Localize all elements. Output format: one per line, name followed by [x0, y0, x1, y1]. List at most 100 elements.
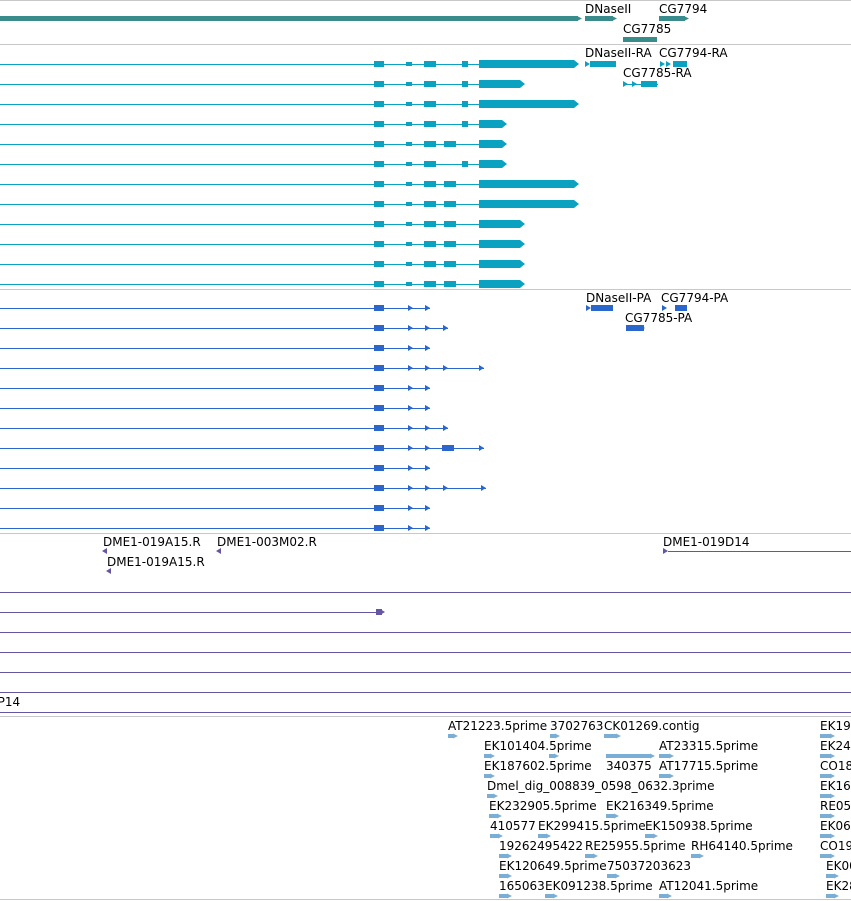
est-arrow[interactable] [650, 753, 655, 759]
est-glyph[interactable] [820, 734, 830, 738]
protein-segment[interactable] [374, 345, 384, 351]
strand-arrow[interactable] [408, 365, 413, 371]
est-label[interactable]: EK091238.5prime [545, 879, 653, 893]
est-label[interactable]: EK216349.5prime [606, 799, 714, 813]
est-label[interactable]: 75037203623 [607, 859, 691, 873]
est-glyph[interactable] [659, 754, 669, 758]
gene-label-dnaseii[interactable]: DNaseII [585, 2, 632, 16]
transcript-exon[interactable] [406, 102, 412, 106]
transcript-exon[interactable] [406, 282, 412, 286]
clone-arrow-dme1-019a15-r[interactable] [102, 548, 107, 554]
strand-arrow[interactable] [425, 485, 430, 491]
transcript-exon[interactable] [444, 181, 456, 187]
est-arrow[interactable] [554, 753, 559, 759]
est-glyph[interactable] [448, 734, 453, 738]
est-label[interactable]: EK187602.5prime [484, 759, 592, 773]
est-glyph[interactable] [499, 894, 507, 898]
transcript-exon[interactable] [424, 181, 436, 187]
est-glyph[interactable] [499, 854, 507, 858]
gene-glyph-cg7785[interactable] [623, 37, 657, 42]
est-glyph[interactable] [487, 794, 493, 798]
strand-arrow[interactable] [520, 240, 525, 248]
est-label[interactable]: RE05 [820, 799, 851, 813]
est-arrow[interactable] [614, 813, 619, 819]
transcript-label-cg7785-ra[interactable]: CG7785-RA [623, 66, 692, 80]
protein-segment[interactable] [442, 445, 454, 451]
strand-arrow[interactable] [408, 305, 413, 311]
transcript-exon[interactable] [374, 141, 384, 147]
transcript-exon[interactable] [444, 261, 456, 267]
protein-segment[interactable] [374, 405, 384, 411]
transcript-exon[interactable] [374, 61, 384, 67]
strand-arrow[interactable] [408, 465, 413, 471]
strand-arrow[interactable] [520, 80, 525, 88]
est-arrow[interactable] [669, 753, 674, 759]
transcript-exon-large[interactable] [479, 120, 502, 128]
strand-arrow[interactable] [408, 385, 413, 391]
est-glyph[interactable] [606, 754, 650, 758]
transcript-exon[interactable] [462, 101, 468, 107]
est-label[interactable]: EK28 [826, 879, 851, 893]
strand-arrow[interactable] [408, 525, 413, 531]
transcript-exon[interactable] [374, 161, 384, 167]
transcript-exon[interactable] [462, 161, 468, 167]
strand-arrow[interactable] [443, 325, 448, 331]
strand-arrow[interactable] [408, 485, 413, 491]
strand-arrow[interactable] [612, 16, 617, 21]
transcript-exon[interactable] [444, 221, 456, 227]
est-label[interactable]: RH64140.5prime [691, 839, 793, 853]
transcript-exon[interactable] [406, 242, 412, 246]
strand-arrow[interactable] [425, 465, 430, 471]
strand-arrow[interactable] [408, 405, 413, 411]
est-arrow[interactable] [830, 773, 835, 779]
est-label[interactable]: CO19 [820, 839, 851, 853]
strand-arrow[interactable] [425, 445, 430, 451]
strand-arrow[interactable] [425, 385, 430, 391]
strand-arrow[interactable] [666, 61, 671, 67]
protein-segment[interactable] [374, 505, 384, 511]
transcript-exon[interactable] [374, 101, 384, 107]
transcript-exon[interactable] [424, 161, 436, 167]
transcript-exon[interactable] [406, 122, 412, 126]
transcript-exon[interactable] [462, 81, 468, 87]
transcript-exon[interactable] [406, 202, 412, 206]
strand-arrow[interactable] [660, 61, 665, 67]
transcript-exon[interactable] [374, 261, 384, 267]
gene-glyph-cg7794[interactable] [659, 16, 685, 21]
strand-arrow[interactable] [425, 425, 430, 431]
est-glyph[interactable] [550, 734, 555, 738]
est-label[interactable]: EK101404.5prime [484, 739, 592, 753]
est-label[interactable]: EK299415.5prime [538, 819, 646, 833]
transcript-exon[interactable] [374, 241, 384, 247]
est-label[interactable]: 410577 [490, 819, 536, 833]
est-label[interactable]: EK120649.5prime [499, 859, 607, 873]
est-label[interactable]: 3702763 [550, 719, 604, 733]
strand-arrow[interactable] [425, 505, 430, 511]
est-arrow[interactable] [493, 793, 498, 799]
strand-arrow[interactable] [502, 160, 507, 168]
est-glyph[interactable] [499, 874, 507, 878]
strand-arrow[interactable] [586, 305, 591, 311]
est-label[interactable]: EK24 [820, 739, 851, 753]
strand-arrow[interactable] [520, 260, 525, 268]
gene-glyph-dnaseii[interactable] [585, 16, 613, 21]
transcript-exon[interactable] [374, 121, 384, 127]
strand-arrow[interactable] [574, 100, 579, 108]
strand-arrow[interactable] [425, 365, 430, 371]
est-glyph[interactable] [820, 774, 830, 778]
est-label[interactable]: 19262495422 [499, 839, 583, 853]
transcript-exon-large[interactable] [479, 240, 520, 248]
transcript-exon[interactable] [406, 62, 412, 66]
transcript-exon[interactable] [424, 241, 436, 247]
transcript-exon[interactable] [444, 241, 456, 247]
clone-label-dme1-019a15-r-2[interactable]: DME1-019A15.R [107, 555, 205, 569]
est-arrow[interactable] [616, 733, 621, 739]
protein-segment[interactable] [374, 325, 384, 331]
est-glyph[interactable] [606, 814, 614, 818]
est-label[interactable]: AT17715.5prime [659, 759, 759, 773]
transcript-exon[interactable] [374, 281, 384, 287]
strand-arrow[interactable] [520, 220, 525, 228]
est-arrow[interactable] [830, 853, 835, 859]
strand-arrow[interactable] [684, 16, 689, 21]
strand-arrow[interactable] [574, 60, 579, 68]
